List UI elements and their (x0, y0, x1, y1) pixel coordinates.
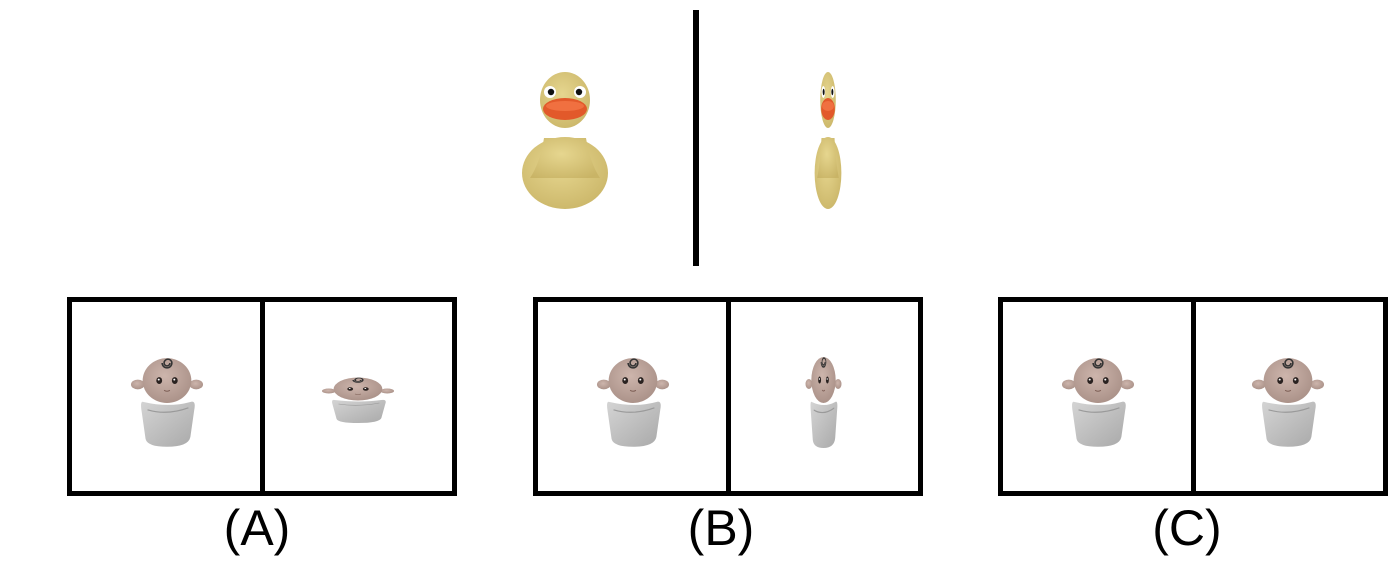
option-b-left-cell (538, 302, 726, 491)
baby-front-image-unchanged (1251, 357, 1325, 448)
baby-front-image (596, 357, 670, 448)
option-a-right-cell (265, 302, 452, 491)
option-b-divider (726, 302, 731, 491)
option-c-left-cell (1003, 302, 1191, 491)
option-c-label: (C) (1152, 500, 1222, 556)
option-b-right-cell (731, 302, 918, 491)
option-c-right-cell (1196, 302, 1383, 491)
baby-vertically-squeezed-image (321, 376, 395, 424)
option-a-label: (A) (223, 500, 291, 556)
baby-front-image (130, 357, 204, 448)
option-b-label: (B) (687, 500, 755, 556)
option-c-panel (998, 297, 1388, 496)
option-a-left-cell (72, 302, 260, 491)
option-c-divider (1191, 302, 1196, 491)
baby-horizontally-squeezed-image (805, 356, 842, 449)
option-a-panel (67, 297, 457, 496)
top-divider (693, 10, 699, 266)
duck-squeezed-image (800, 68, 856, 210)
baby-front-image (1061, 357, 1135, 448)
option-b-panel (533, 297, 923, 496)
duck-original-image (520, 68, 610, 210)
option-a-divider (260, 302, 265, 491)
